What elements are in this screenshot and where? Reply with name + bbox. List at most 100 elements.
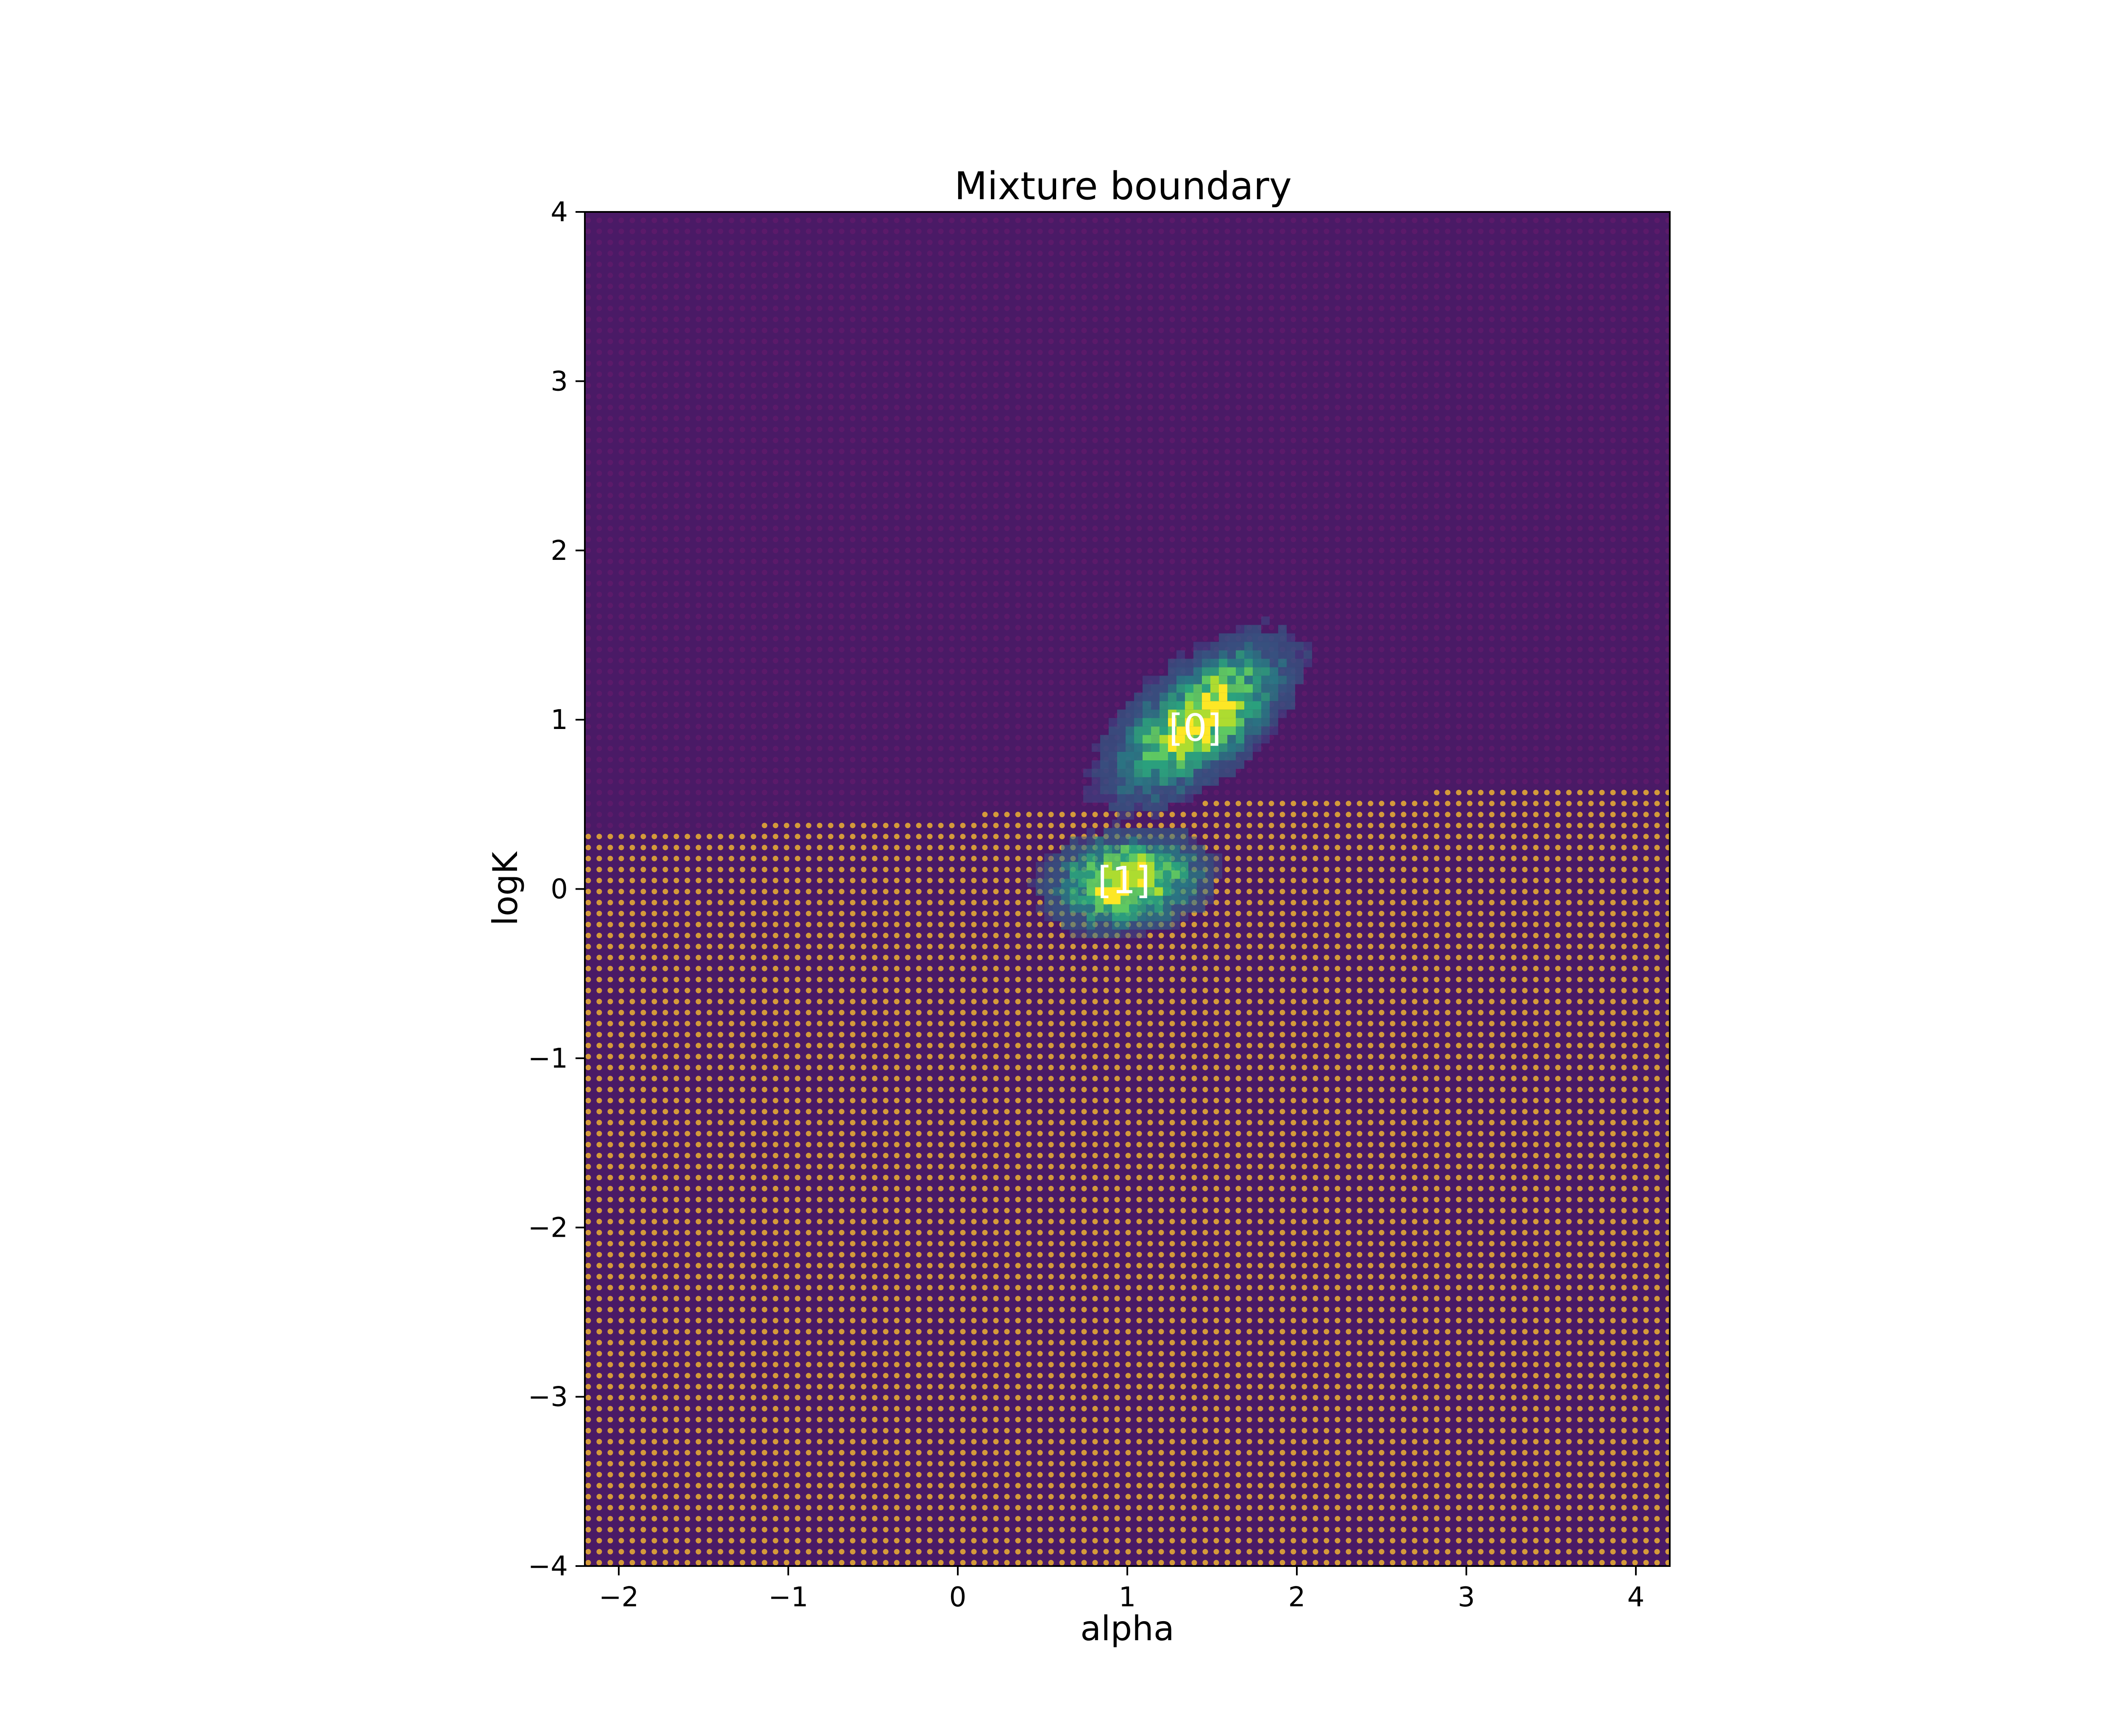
grid-point xyxy=(651,845,657,851)
grid-point xyxy=(629,823,635,829)
grid-point xyxy=(850,1207,856,1213)
grid-point xyxy=(729,625,734,630)
grid-point xyxy=(640,1439,646,1444)
grid-point xyxy=(949,1109,955,1115)
grid-point xyxy=(982,1296,988,1302)
grid-point xyxy=(706,481,712,487)
grid-point xyxy=(717,690,723,696)
grid-point xyxy=(894,492,900,498)
grid-point xyxy=(585,1384,591,1390)
grid-point xyxy=(640,954,646,960)
grid-point xyxy=(916,668,922,674)
grid-point xyxy=(872,1527,878,1533)
grid-point xyxy=(960,834,966,840)
grid-point xyxy=(1004,801,1010,807)
grid-point xyxy=(872,867,878,873)
grid-point xyxy=(905,679,911,685)
grid-point xyxy=(949,328,955,334)
grid-point xyxy=(773,646,779,652)
grid-point xyxy=(1004,889,1010,894)
grid-point xyxy=(773,954,779,960)
grid-point xyxy=(773,701,779,707)
grid-point xyxy=(883,393,889,399)
grid-point xyxy=(607,1207,613,1213)
grid-point xyxy=(607,217,613,223)
grid-point xyxy=(585,614,591,619)
grid-point xyxy=(607,581,613,587)
grid-point xyxy=(883,1185,889,1191)
grid-point xyxy=(662,889,668,894)
grid-point xyxy=(607,1340,613,1346)
grid-point xyxy=(1004,317,1010,323)
grid-point xyxy=(751,1417,756,1422)
grid-point xyxy=(717,1406,723,1412)
grid-point xyxy=(982,625,988,630)
grid-point xyxy=(607,1153,613,1158)
grid-point xyxy=(795,734,801,740)
grid-point xyxy=(1026,834,1032,840)
grid-point xyxy=(927,943,933,949)
grid-point xyxy=(684,371,690,377)
grid-point xyxy=(651,1516,657,1522)
grid-point xyxy=(651,999,657,1004)
grid-point xyxy=(861,250,867,256)
grid-point xyxy=(596,526,602,531)
grid-point xyxy=(762,603,768,608)
grid-point xyxy=(762,823,768,829)
grid-point xyxy=(795,1032,801,1038)
grid-point xyxy=(971,1252,977,1257)
grid-point xyxy=(662,603,668,608)
grid-point xyxy=(993,1131,999,1137)
grid-point xyxy=(585,1449,591,1455)
grid-point xyxy=(938,712,944,718)
grid-point xyxy=(640,559,646,565)
grid-point xyxy=(629,779,635,785)
grid-point xyxy=(629,845,635,851)
grid-point xyxy=(784,1373,790,1379)
grid-point xyxy=(729,350,734,355)
grid-point xyxy=(905,1098,911,1104)
grid-point xyxy=(751,570,756,576)
grid-point xyxy=(927,1538,933,1544)
grid-point xyxy=(618,1373,624,1379)
grid-point xyxy=(982,1527,988,1533)
grid-point xyxy=(993,592,999,598)
grid-point xyxy=(784,459,790,465)
grid-point xyxy=(740,1142,745,1148)
grid-point xyxy=(607,1472,613,1477)
grid-point xyxy=(751,1384,756,1390)
grid-point xyxy=(751,1131,756,1137)
grid-point xyxy=(784,779,790,785)
grid-point xyxy=(927,999,933,1004)
grid-point xyxy=(684,228,690,234)
grid-point xyxy=(784,856,790,862)
grid-point xyxy=(828,1395,834,1401)
grid-point xyxy=(773,295,779,300)
grid-point xyxy=(839,350,845,355)
grid-point xyxy=(993,239,999,245)
grid-point xyxy=(717,976,723,982)
grid-point xyxy=(872,1219,878,1224)
grid-point xyxy=(640,878,646,883)
grid-point xyxy=(927,768,933,773)
grid-point xyxy=(740,1185,745,1191)
grid-point xyxy=(618,801,624,807)
grid-point xyxy=(839,1196,845,1202)
grid-point xyxy=(762,790,768,796)
grid-point xyxy=(927,459,933,465)
grid-point xyxy=(982,790,988,796)
grid-point xyxy=(883,1351,889,1357)
grid-point xyxy=(1015,1219,1021,1224)
grid-point xyxy=(1004,537,1010,542)
grid-point xyxy=(640,1164,646,1169)
grid-point xyxy=(706,1351,712,1357)
grid-point xyxy=(927,559,933,565)
grid-point xyxy=(817,1120,823,1126)
chart-title: Mixture boundary xyxy=(954,164,1292,209)
grid-point xyxy=(993,1516,999,1522)
grid-point xyxy=(751,801,756,807)
grid-point xyxy=(596,878,602,883)
grid-point xyxy=(684,723,690,729)
grid-point xyxy=(773,603,779,608)
grid-point xyxy=(927,228,933,234)
